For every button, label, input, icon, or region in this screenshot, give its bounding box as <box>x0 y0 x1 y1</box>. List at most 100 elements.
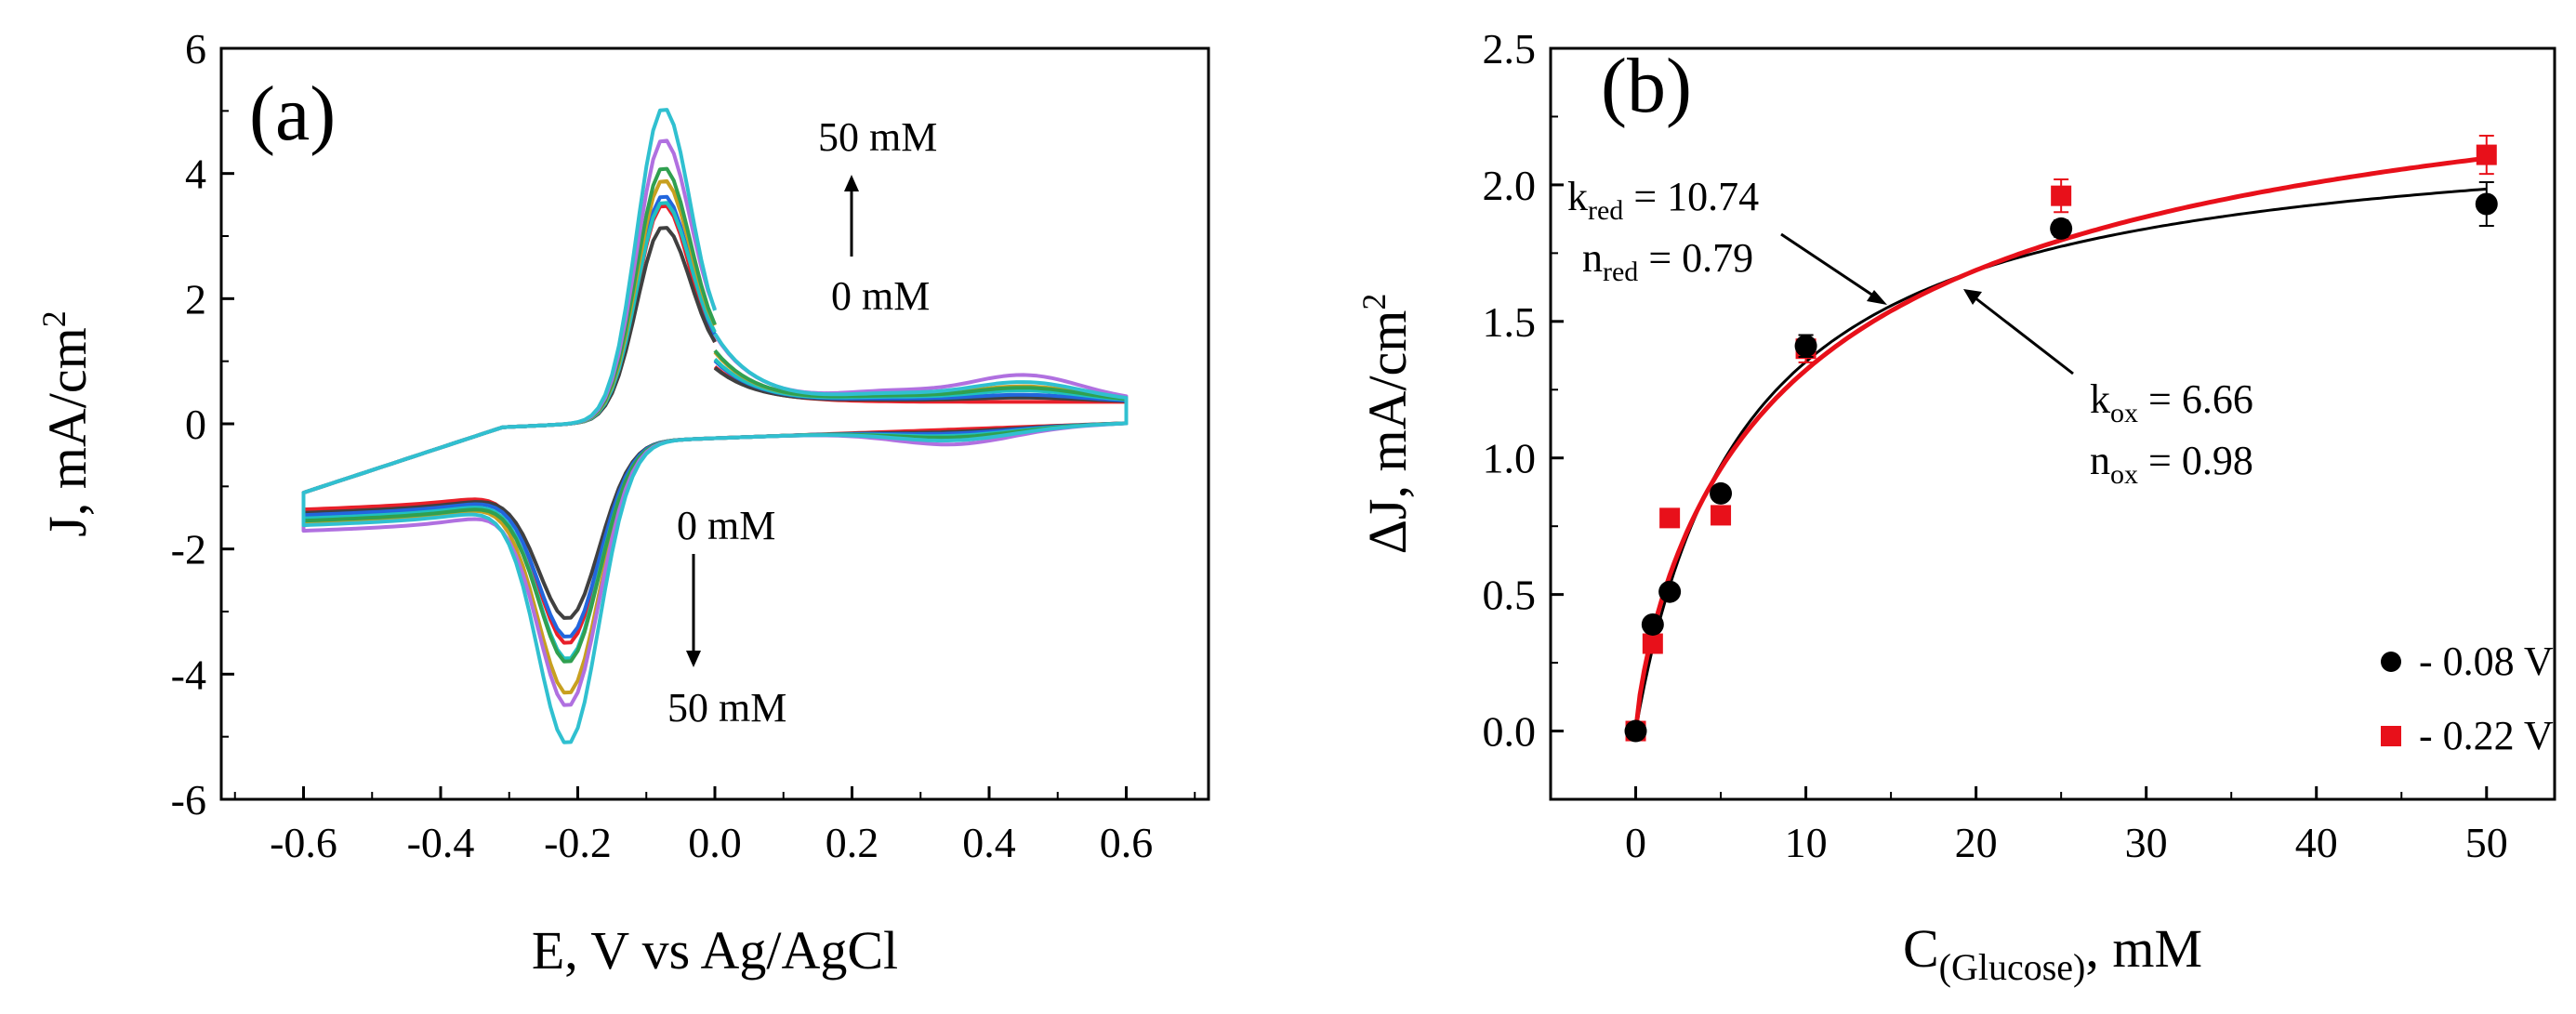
annotation-k-red-value: = 10.74 <box>1623 174 1759 219</box>
panel-a-ytick-label: 0 <box>185 401 206 448</box>
annotation-ox-pointer-head <box>1963 289 1982 305</box>
panel-b-xtick-label: 50 <box>2465 819 2508 866</box>
data-point-series-1 <box>1794 335 1817 358</box>
data-point-series-1 <box>1710 481 1733 505</box>
data-point-series-2 <box>1659 507 1681 529</box>
fit-curve-series-2 <box>1633 155 2488 731</box>
panel-b-xtick-label: 10 <box>1785 819 1828 866</box>
panel-b-ytick-label: 2.5 <box>1483 25 1537 72</box>
panel-a-ytick-label: 2 <box>185 275 206 323</box>
panel-b-data-points <box>1624 135 2498 743</box>
annotation-k-red: kred = 10.74 <box>1567 174 1759 226</box>
data-point-series-1 <box>1624 719 1647 743</box>
cv-curve-6 <box>301 138 1129 707</box>
cv-curve-0 <box>301 204 1129 645</box>
panel-b-ylabel-sup: 2 <box>1355 294 1393 310</box>
plot-frame-b <box>1549 46 2556 801</box>
legend-marker-series-2 <box>2381 726 2401 746</box>
panel-b-ylabel: ΔJ, mA/cm2 <box>1355 294 1418 555</box>
annotation-n-red-sub: red <box>1603 257 1638 287</box>
annotation-n-red-value: = 0.79 <box>1638 235 1753 281</box>
panel-a-xtick-label: -0.6 <box>270 819 337 866</box>
annotation-n-ox: nox = 0.98 <box>2090 438 2253 490</box>
panel-a-ylabel-sup: 2 <box>35 310 73 327</box>
panel-b-ylabel-main: ΔJ, mA/cm <box>1357 310 1418 555</box>
annotation-n-red-main: n <box>1582 235 1603 281</box>
annotation-n-ox-main: n <box>2090 438 2110 483</box>
panel-a-ytick-label: -2 <box>171 526 206 573</box>
panel-b-ticks: 0 10 20 30 40 50 0.0 0.5 1.0 1.5 2.0 2.5 <box>1483 25 2508 866</box>
data-point-series-1 <box>2050 217 2073 240</box>
legend-marker-series-1 <box>2381 652 2401 672</box>
data-point-series-2 <box>2476 144 2497 165</box>
panel-a-ytick-label: 4 <box>185 151 206 198</box>
annotation-n-ox-sub: ox <box>2110 459 2138 490</box>
annotation-red-pointer <box>1780 232 1877 299</box>
panel-b: 0 10 20 30 40 50 0.0 0.5 1.0 1.5 2.0 2.5 (b) C(Gluc… <box>1355 25 2556 988</box>
annotation-ox-top: 50 mM <box>818 114 937 160</box>
annotation-k-ox-main: k <box>2090 376 2110 422</box>
annotation-k-red-main: k <box>1567 174 1588 219</box>
legend: - 0.08 V - 0.22 V <box>2381 639 2554 758</box>
panel-a-label: (a) <box>249 71 336 157</box>
annotation-ox-bottom: 0 mM <box>831 273 930 319</box>
panel-b-ytick-label: 1.5 <box>1483 298 1537 346</box>
fit-curve-series-1 <box>1634 187 2487 731</box>
cv-curve-3 <box>301 201 1129 661</box>
panel-a-xtick-label: 0.0 <box>688 819 742 866</box>
panel-b-xtick-label: 20 <box>1955 819 1998 866</box>
annotation-k-ox: kox = 6.66 <box>2090 376 2253 428</box>
panel-b-ytick-label: 0.5 <box>1483 572 1537 619</box>
panel-b-xtick-label: 30 <box>2125 819 2168 866</box>
cv-curve-2 <box>301 194 1129 639</box>
panel-a-ytick-label: -6 <box>171 776 206 823</box>
panel-b-ytick-label: 0.0 <box>1483 708 1537 756</box>
panel-b-ytick-label: 1.0 <box>1483 435 1537 482</box>
panel-b-xlabel-sub: (Glucose) <box>1939 946 2086 988</box>
annotation-ox-pointer <box>1974 296 2074 375</box>
panel-a: -0.6 -0.4 -0.2 0.0 0.2 0.4 0.6 -6 -4 -2 0 2 4 6 (a) E… <box>35 25 1210 981</box>
annotation-red-pointer-head <box>1867 290 1887 305</box>
cv-curve-7 <box>301 108 1129 744</box>
cv-curve-1 <box>301 226 1129 620</box>
panel-b-label: (b) <box>1601 43 1692 129</box>
annotation-n-ox-value: = 0.98 <box>2138 438 2253 483</box>
annotation-k-ox-value: = 6.66 <box>2138 376 2253 422</box>
panel-a-xlabel: E, V vs Ag/AgCl <box>532 920 898 981</box>
panel-b-xlabel: C(Glucose), mM <box>1903 918 2202 988</box>
panel-b-fit-curves <box>1633 155 2488 731</box>
panel-a-curves <box>301 108 1129 744</box>
panel-a-ytick-label: 6 <box>185 25 206 72</box>
annotation-ox-arrowhead <box>844 175 859 191</box>
panel-a-xtick-label: -0.2 <box>544 819 612 866</box>
panel-a-ticks: -0.6 -0.4 -0.2 0.0 0.2 0.4 0.6 -6 -4 -2 0 2 4 6 <box>171 25 1196 866</box>
data-point-series-1 <box>2475 192 2498 216</box>
panel-b-xtick-label: 40 <box>2295 819 2338 866</box>
legend-label-series-2: - 0.22 V <box>2419 713 2554 758</box>
panel-a-ytick-label: -4 <box>171 651 206 698</box>
data-point-series-2 <box>1642 633 1663 654</box>
data-point-series-1 <box>1658 580 1682 603</box>
panel-b-xlabel-main: C <box>1903 918 1939 979</box>
legend-label-series-1: - 0.08 V <box>2419 639 2554 684</box>
data-point-series-2 <box>1711 505 1732 526</box>
annotation-n-red: nred = 0.79 <box>1582 235 1753 287</box>
panel-a-ylabel: J, mA/cm2 <box>35 310 98 537</box>
panel-a-xtick-label: 0.2 <box>826 819 879 866</box>
annotation-k-red-sub: red <box>1588 195 1623 226</box>
panel-a-xtick-label: 0.6 <box>1100 819 1154 866</box>
annotation-red-arrowhead <box>686 651 701 667</box>
panel-a-ylabel-main: J, mA/cm <box>37 327 98 537</box>
data-point-series-2 <box>2051 185 2072 206</box>
panel-b-xlabel-tail: , mM <box>2085 918 2202 979</box>
annotation-red-bottom: 50 mM <box>667 685 786 731</box>
annotation-k-ox-sub: ox <box>2110 398 2138 428</box>
panel-a-xtick-label: 0.4 <box>962 819 1016 866</box>
annotation-red-top: 0 mM <box>677 503 775 548</box>
panel-b-ytick-label: 2.0 <box>1483 162 1537 209</box>
panel-a-xtick-label: -0.4 <box>407 819 475 866</box>
panel-b-xtick-label: 0 <box>1625 819 1646 866</box>
cv-curve-5 <box>301 166 1129 664</box>
data-point-series-1 <box>1641 612 1664 636</box>
